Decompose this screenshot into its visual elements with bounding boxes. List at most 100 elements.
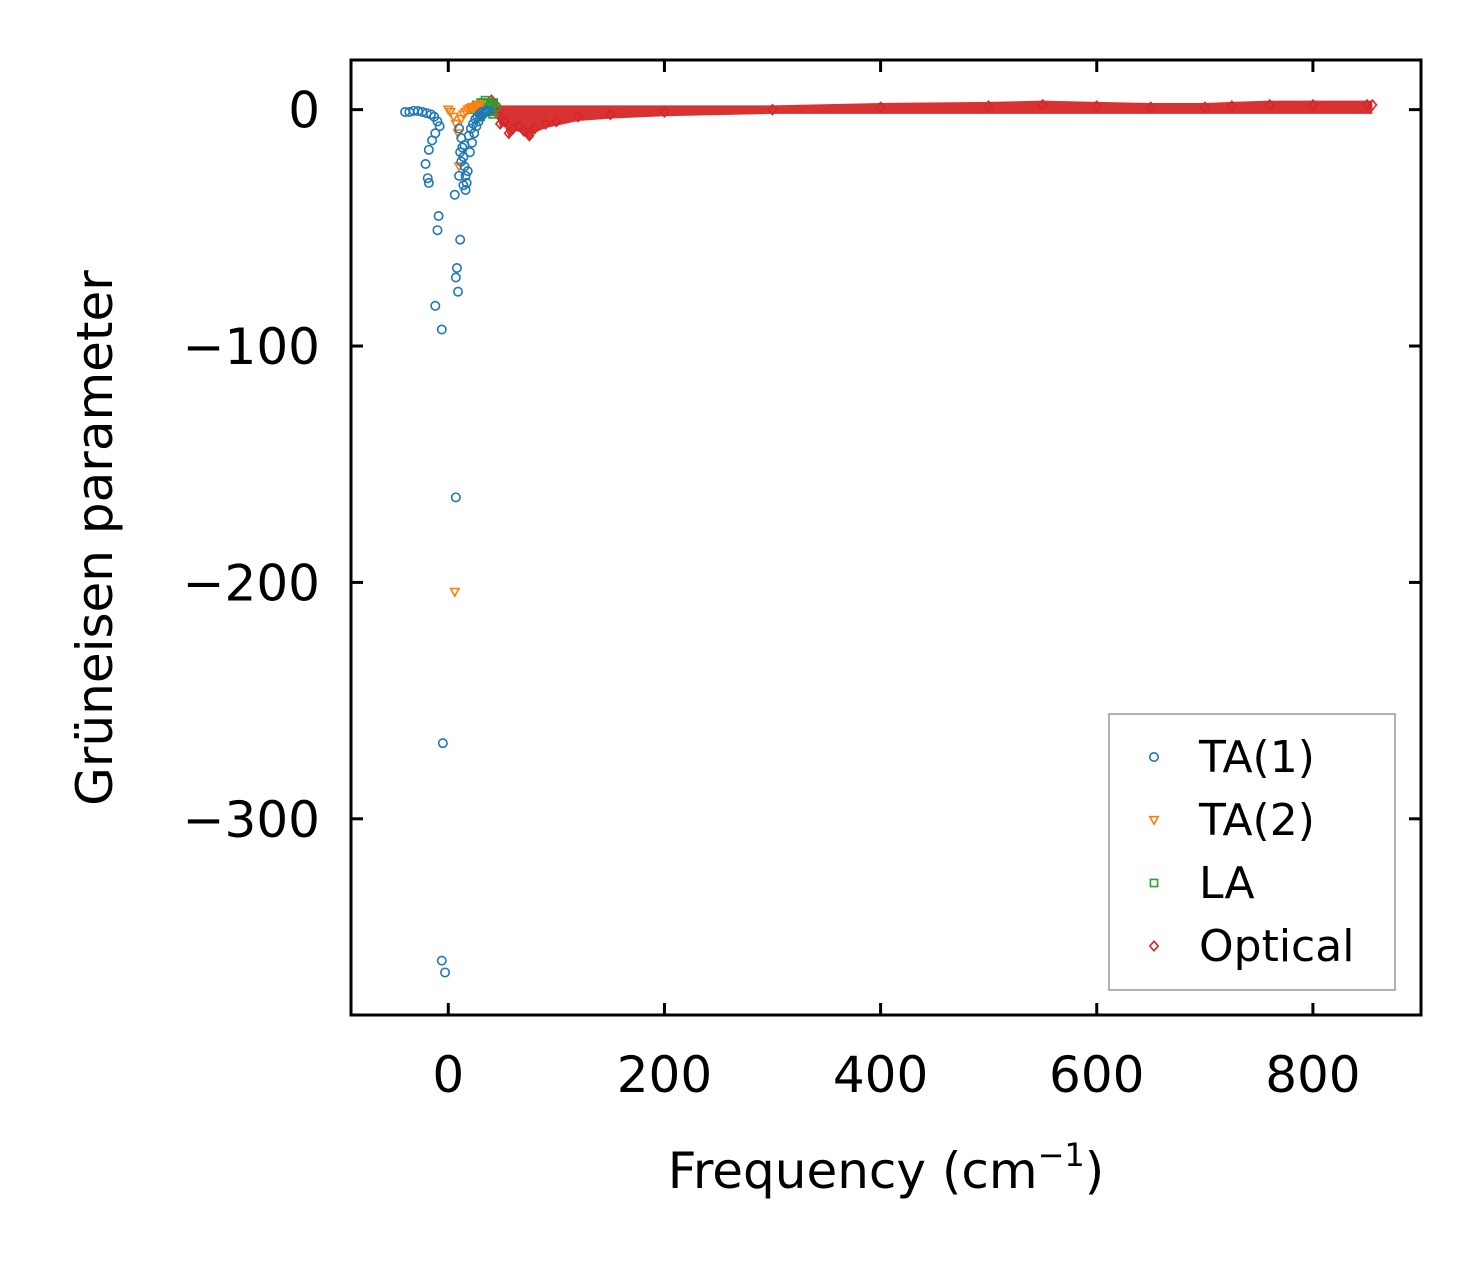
ta1-point	[464, 147, 475, 158]
ta2-point	[449, 587, 461, 598]
y-tick-label: −200	[183, 554, 320, 612]
legend-marker-optical	[1148, 939, 1160, 953]
ta1-point	[423, 177, 434, 188]
optical-point	[492, 108, 504, 121]
optical-point	[875, 101, 886, 114]
ta1-point	[452, 286, 463, 297]
ta1-point	[450, 272, 461, 283]
x-axis-label-close: )	[1085, 1142, 1105, 1200]
ta2-points	[442, 100, 487, 598]
ta1-point	[454, 123, 465, 134]
ta1-point	[433, 211, 444, 222]
ta1-point	[476, 107, 487, 118]
y-tick-label: −300	[183, 791, 320, 849]
ta1-point	[459, 140, 470, 151]
plot-frame	[349, 58, 1423, 1017]
y-axis: 0 −100 −200 −300	[183, 82, 1421, 849]
ta1-point	[454, 170, 465, 181]
ta1-point	[430, 300, 441, 311]
optical-point	[983, 100, 994, 113]
y-axis-label: Grüneisen parameter	[66, 270, 124, 806]
x-axis: 0 200 400 600 800	[432, 60, 1361, 1104]
ta1-point	[468, 118, 479, 129]
optical-point	[605, 108, 616, 121]
ta1-point	[422, 173, 433, 184]
x-tick-label: 600	[1049, 1046, 1144, 1104]
ta1-point	[462, 166, 473, 177]
ta1-point	[460, 185, 471, 196]
ta1-point	[465, 123, 476, 134]
optical-point	[494, 117, 506, 130]
optical-point	[1226, 100, 1238, 113]
legend-label: LA	[1199, 858, 1255, 909]
optical-point	[513, 120, 524, 133]
ta1-point	[420, 159, 431, 170]
ta2-point	[448, 112, 460, 123]
ta1-point	[449, 189, 460, 200]
optical-point	[572, 110, 584, 123]
optical-point	[767, 103, 778, 116]
ta2-point	[475, 100, 487, 111]
legend-label: Optical	[1199, 921, 1354, 972]
optical-point	[1145, 101, 1157, 114]
legend: TA(1) TA(2) LA Optical	[1108, 713, 1396, 991]
optical-point	[1091, 100, 1103, 113]
ta1-point	[451, 263, 462, 274]
ta1-point	[450, 492, 461, 503]
optical-point	[518, 124, 530, 137]
ta1-point	[460, 170, 471, 181]
x-tick-label: 0	[432, 1046, 464, 1104]
ta1-point	[432, 225, 443, 236]
ta1-point	[456, 156, 467, 167]
optical-point	[1307, 98, 1319, 111]
x-tick-label: 800	[1265, 1046, 1360, 1104]
optical-point	[540, 117, 551, 130]
ta1-point	[455, 147, 466, 158]
optical-points	[486, 94, 1378, 142]
la-point	[489, 98, 499, 107]
ta2-point	[468, 103, 480, 114]
optical-point	[1367, 98, 1378, 111]
optical-point	[1199, 101, 1211, 114]
ta1-point	[481, 107, 492, 118]
optical-point	[659, 105, 670, 119]
ta1-point	[474, 109, 485, 120]
ta1-point	[437, 738, 448, 749]
ta1-point	[432, 116, 443, 127]
x-tick-label: 200	[617, 1046, 712, 1104]
x-tick-label: 400	[833, 1046, 928, 1104]
x-axis-label-main: Frequency (cm	[668, 1142, 1038, 1200]
x-axis-label: Frequency (cm−1)	[668, 1136, 1105, 1200]
ta1-point	[457, 142, 468, 153]
legend-label: TA(1)	[1198, 732, 1315, 783]
optical-band	[491, 95, 1373, 140]
y-tick-label: −100	[183, 318, 320, 376]
legend-marker-ta1	[1149, 751, 1160, 762]
plot-area	[400, 94, 1378, 978]
y-tick-label: 0	[288, 82, 320, 140]
ta2-point	[453, 162, 465, 173]
series-layer	[400, 94, 1378, 978]
ta2-point	[462, 105, 474, 116]
x-axis-label-superscript: −1	[1038, 1136, 1085, 1174]
ta1-point	[458, 180, 469, 191]
ta1-point	[440, 967, 451, 978]
legend-label: TA(2)	[1198, 795, 1315, 846]
ta1-point	[434, 121, 445, 132]
ta1-point	[427, 135, 438, 146]
optical-point	[499, 115, 510, 128]
optical-point	[529, 122, 540, 135]
ta1-points	[400, 105, 495, 978]
ta2-point	[444, 107, 456, 118]
ta1-point	[455, 234, 466, 245]
ta1-point	[436, 955, 447, 966]
ta1-point	[423, 144, 434, 155]
legend-marker-ta2	[1148, 815, 1160, 826]
ta1-point	[417, 107, 428, 118]
legend-marker-la	[1149, 878, 1159, 888]
optical-point	[524, 129, 535, 142]
optical-point	[1037, 98, 1048, 111]
optical-point	[1264, 98, 1275, 111]
ta1-point	[436, 324, 447, 335]
